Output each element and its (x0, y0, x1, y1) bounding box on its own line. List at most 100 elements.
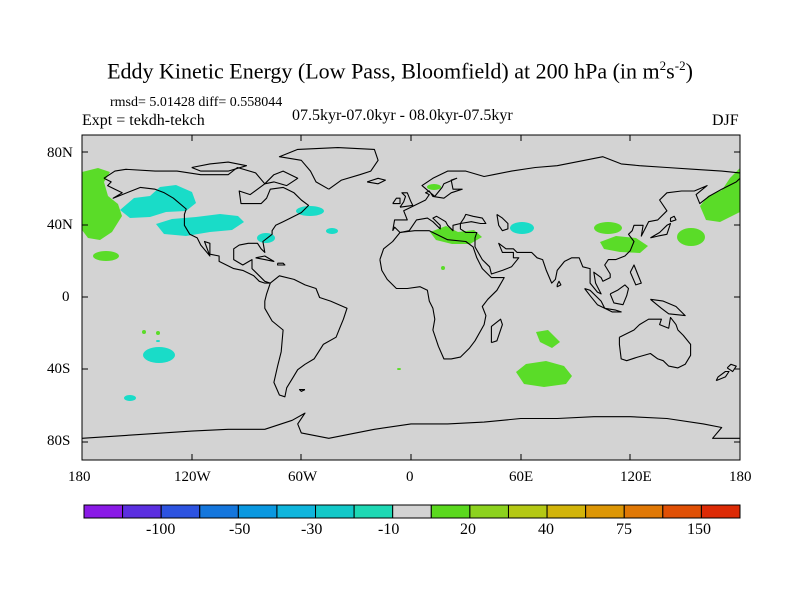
coastline-segment (255, 255, 275, 262)
colorbar-box (700, 504, 741, 519)
lon-label-120w: 120W (174, 469, 211, 485)
colorbar-box (392, 504, 432, 519)
coastline-segment (392, 156, 740, 231)
colorbar-label: 75 (616, 521, 632, 538)
colorbar-box (83, 504, 124, 519)
negative-region (143, 347, 175, 363)
colorbar-label: -100 (146, 521, 176, 538)
statistics-text: rmsd= 5.01428 diff= 0.558044 (110, 95, 283, 110)
coastline-segment (609, 284, 630, 306)
negative-region (326, 228, 338, 234)
positive-region (677, 228, 705, 246)
colorbar-box (585, 504, 625, 519)
coastline-segment (715, 370, 730, 382)
coastlines (82, 147, 740, 439)
colorbar-box (315, 504, 355, 519)
positive-region (594, 222, 622, 234)
coastline-segment (103, 166, 310, 284)
coastline-segment (669, 215, 677, 223)
map-background (82, 135, 740, 460)
coastline-segment (191, 161, 248, 172)
negative-region (120, 185, 196, 218)
negative-region (156, 340, 160, 342)
coastline-segment (399, 192, 414, 208)
lat-label-40n: 40N (47, 217, 73, 233)
lon-label-60w: 60W (288, 469, 318, 485)
colorbar-label: -10 (378, 521, 400, 538)
negative-region (156, 214, 244, 236)
coastline-segment (726, 363, 737, 373)
lon-label-120e: 120E (620, 469, 652, 485)
colorbar-box (122, 504, 162, 519)
colorbar-label: -30 (301, 521, 323, 538)
coastline-segment (264, 170, 299, 187)
coastline-segment (496, 213, 509, 232)
coastline-segment (392, 177, 740, 295)
positive-region (516, 361, 572, 387)
lat-label-40s: 40S (47, 361, 71, 377)
lon-label-60e: 60E (509, 469, 534, 485)
positive-region (600, 236, 648, 253)
coastline-segment (366, 177, 386, 185)
lat-label-80s: 80S (47, 433, 71, 449)
lon-label-0: 0 (406, 469, 414, 485)
coastline-segment (392, 197, 401, 205)
positive-region (142, 330, 146, 334)
coastline-segment (277, 262, 286, 266)
colorbar-label: 20 (460, 521, 476, 538)
lon-label-180w: 180 (68, 469, 91, 485)
coastline-segment (82, 412, 740, 439)
coastline-segment (298, 389, 306, 392)
negative-region (124, 395, 136, 401)
coastline-segment (650, 222, 672, 239)
coastline-segment (556, 280, 562, 288)
colorbar-label: 150 (687, 521, 711, 538)
positive-region (156, 331, 160, 335)
colorbar-box (623, 504, 664, 519)
experiment-label: Expt = tekdh-tekch (82, 112, 205, 129)
colorbar-box (662, 504, 702, 519)
season-label: DJF (712, 112, 739, 129)
coastline-segment (490, 318, 503, 344)
lat-label-0: 0 (62, 289, 70, 305)
anomaly-field (82, 147, 740, 439)
colorbar-box (199, 504, 239, 519)
colorbar-box (469, 504, 509, 519)
coastline-segment (379, 230, 505, 360)
positive-region (82, 168, 122, 240)
colorbar-box (353, 504, 394, 519)
coastline-segment (264, 275, 348, 398)
colorbar-box (276, 504, 317, 519)
colorbar-box (507, 504, 548, 519)
lat-label-80n: 80N (47, 145, 73, 161)
lon-label-180e: 180 (729, 469, 752, 485)
positive-region (93, 251, 119, 261)
negative-region (296, 206, 324, 216)
colorbar-box (237, 504, 278, 519)
negative-regions (120, 185, 534, 401)
coastline-segment (459, 213, 487, 225)
colorbar-box (430, 504, 471, 519)
period-label: 07.5kyr-07.0kyr - 08.0kyr-07.5kyr (292, 107, 513, 124)
coastline-segment (278, 147, 379, 190)
positive-region (397, 368, 401, 370)
colorbar-box (160, 504, 201, 519)
colorbar-box (546, 504, 587, 519)
axis-ticks (81, 135, 741, 460)
coastline-segment (618, 316, 692, 369)
positive-region (427, 184, 441, 190)
positive-region (430, 226, 482, 244)
colorbar-label: 40 (538, 521, 554, 538)
negative-region (510, 222, 534, 234)
coastline-segment (604, 307, 622, 313)
plot-title: Eddy Kinetic Energy (Low Pass, Bloomfiel… (107, 58, 693, 84)
positive-region (700, 168, 740, 222)
positive-regions (82, 168, 740, 387)
positive-region (536, 330, 560, 348)
colorbar-label: -50 (229, 521, 251, 538)
coastline-segment (650, 298, 686, 317)
positive-region (441, 266, 445, 270)
coastline-segment (629, 264, 642, 286)
colorbar (83, 504, 741, 519)
